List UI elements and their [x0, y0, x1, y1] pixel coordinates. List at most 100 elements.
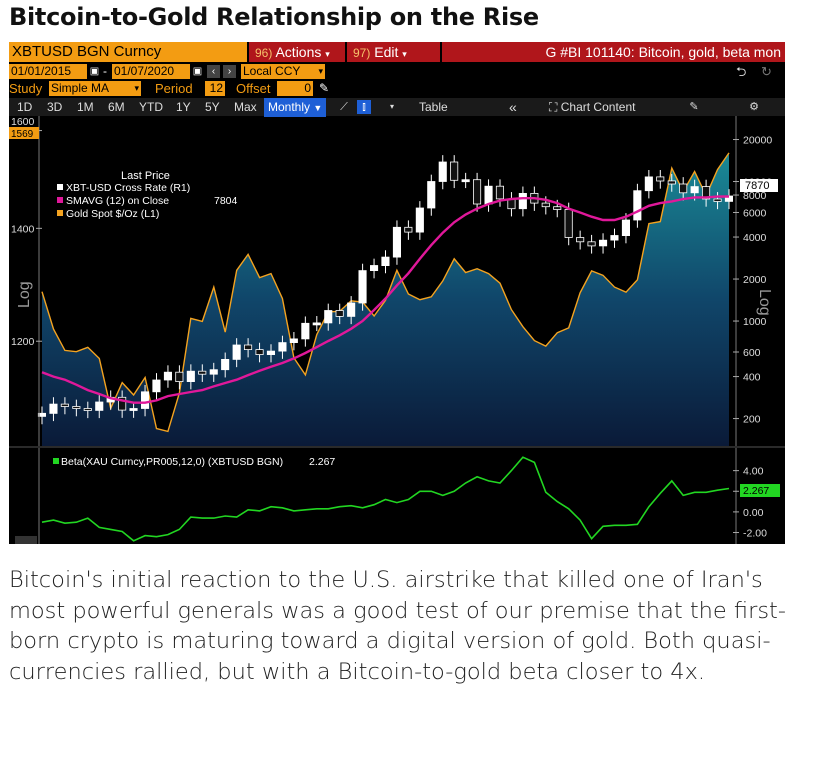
- chart-toolbar: 1D 3D 1M 6M YTD 1Y 5Y Max Monthly ▼ ⟋ ⫾ …: [9, 98, 785, 117]
- period-input[interactable]: 12: [205, 81, 225, 96]
- date-separator: -: [103, 64, 107, 78]
- edit-chart-icon[interactable]: ✎: [689, 101, 699, 113]
- chevron-down-icon: ▼: [313, 103, 323, 113]
- right-tick-label: 600: [743, 347, 761, 359]
- candle-body: [72, 406, 81, 409]
- candle-body: [553, 206, 562, 210]
- calendar-icon[interactable]: ▣: [192, 66, 203, 77]
- range-1y[interactable]: 1Y: [176, 100, 191, 114]
- candle-body: [404, 226, 413, 233]
- currency-select[interactable]: Local CCY ▾: [241, 64, 325, 79]
- candle-body: [255, 349, 264, 356]
- candle-body: [541, 202, 550, 208]
- calendar-icon[interactable]: ▣: [89, 66, 100, 77]
- range-5y[interactable]: 5Y: [205, 100, 220, 114]
- legend-swatch-gold: [57, 210, 63, 216]
- edit-number: 97): [353, 46, 371, 60]
- candle-body: [324, 310, 333, 324]
- actions-menu[interactable]: 96) Actions ▾: [249, 42, 345, 62]
- candle-body: [221, 358, 230, 371]
- candle-body: [129, 408, 138, 411]
- range-max[interactable]: Max: [234, 100, 257, 114]
- range-ytd[interactable]: YTD: [139, 100, 163, 114]
- gear-icon[interactable]: ⚙: [749, 101, 759, 113]
- left-tick-label: 1400: [11, 223, 35, 235]
- line-chart-icon[interactable]: [15, 536, 37, 544]
- candle-body: [679, 183, 688, 194]
- candle-body: [644, 176, 653, 192]
- start-date-input[interactable]: 01/01/2015: [9, 64, 87, 79]
- candle-body: [83, 408, 92, 411]
- candle-body: [60, 403, 69, 407]
- candle-body: [667, 180, 676, 185]
- candle-body: [713, 198, 722, 202]
- chevron-down-icon: ▾: [134, 83, 139, 93]
- right-tick-label: 20000: [743, 135, 772, 147]
- range-3d[interactable]: 3D: [47, 100, 63, 114]
- legend-swatch-sma: [57, 197, 63, 203]
- offset-label: Offset: [236, 81, 271, 96]
- candle-body: [656, 176, 665, 182]
- edit-menu[interactable]: 97) Edit ▾: [347, 42, 440, 62]
- candle-body: [438, 161, 447, 182]
- candle-body: [289, 338, 298, 343]
- beta-legend-swatch: [53, 458, 59, 464]
- candle-body: [266, 350, 275, 356]
- candle-body: [702, 186, 711, 200]
- range-1m[interactable]: 1M: [77, 100, 94, 114]
- beta-tick-label: 0.00: [743, 507, 764, 519]
- candle-body: [461, 179, 470, 183]
- frequency-select[interactable]: Monthly ▼: [264, 98, 327, 117]
- candle-body: [392, 226, 401, 258]
- candlestick-icon[interactable]: ⫾: [357, 100, 371, 114]
- end-date-input[interactable]: 01/07/2020: [112, 64, 190, 79]
- chart-content-label: Chart Content: [560, 100, 636, 114]
- right-tick-label: 1000: [743, 316, 767, 328]
- candle-body: [484, 185, 493, 205]
- chart-title-bar: G #BI 101140: Bitcoin, gold, beta mon: [442, 42, 785, 62]
- candle-body: [610, 235, 619, 241]
- right-tick-label: 6000: [743, 207, 767, 219]
- candle-body: [95, 401, 104, 411]
- actions-number: 96): [255, 46, 273, 60]
- collapse-icon[interactable]: «: [509, 99, 517, 115]
- candle-body: [278, 342, 287, 352]
- chart-content-button[interactable]: ⛶ Chart Content: [549, 98, 635, 116]
- beta-current-badge: [740, 484, 780, 497]
- currency-value: Local CCY: [243, 64, 301, 78]
- chevron-left-icon[interactable]: ‹: [207, 65, 220, 78]
- undo-icon[interactable]: ⮌: [736, 64, 747, 79]
- date-row: 01/01/2015 ▣ - 01/07/2020 ▣ ‹ › Local CC…: [9, 64, 785, 79]
- candle-body: [209, 369, 218, 375]
- candle-body: [690, 186, 699, 194]
- chevron-right-icon[interactable]: ›: [223, 65, 236, 78]
- table-button[interactable]: Table: [419, 100, 448, 114]
- right-tick-label: 200: [743, 414, 761, 426]
- offset-input[interactable]: 0: [277, 81, 313, 96]
- beta-legend-value: 2.267: [309, 456, 335, 468]
- chart-content-icon: ⛶: [549, 100, 558, 114]
- candle-body: [576, 237, 585, 243]
- candle-body: [587, 241, 596, 247]
- right-current-value: 7870: [745, 180, 769, 192]
- range-1d[interactable]: 1D: [17, 100, 33, 114]
- study-select[interactable]: Simple MA ▾: [49, 81, 141, 96]
- bloomberg-chart-panel: XBTUSD BGN Curncy 96) Actions ▾ 97) Edit…: [9, 42, 785, 544]
- range-6m[interactable]: 6M: [108, 100, 125, 114]
- beta-legend: Beta(XAU Curncy,PR005,12,0) (XBTUSD BGN): [61, 456, 283, 468]
- line-chart-icon[interactable]: ⟋: [340, 101, 348, 113]
- chevron-down-icon[interactable]: ▾: [389, 102, 394, 111]
- pencil-icon[interactable]: ✎: [319, 81, 330, 95]
- candle-body: [37, 412, 46, 417]
- candle-body: [49, 403, 58, 414]
- left-axis-ticks: 1400 1200 1600: [11, 116, 42, 348]
- candle-body: [301, 322, 310, 340]
- redo-icon[interactable]: ↻: [761, 64, 772, 79]
- candle-body: [621, 219, 630, 237]
- candle-body: [198, 370, 207, 375]
- candle-body: [312, 322, 321, 326]
- candle-body: [633, 190, 642, 221]
- ticker-field[interactable]: XBTUSD BGN Curncy: [9, 42, 247, 62]
- right-tick-label: 8000: [743, 190, 767, 202]
